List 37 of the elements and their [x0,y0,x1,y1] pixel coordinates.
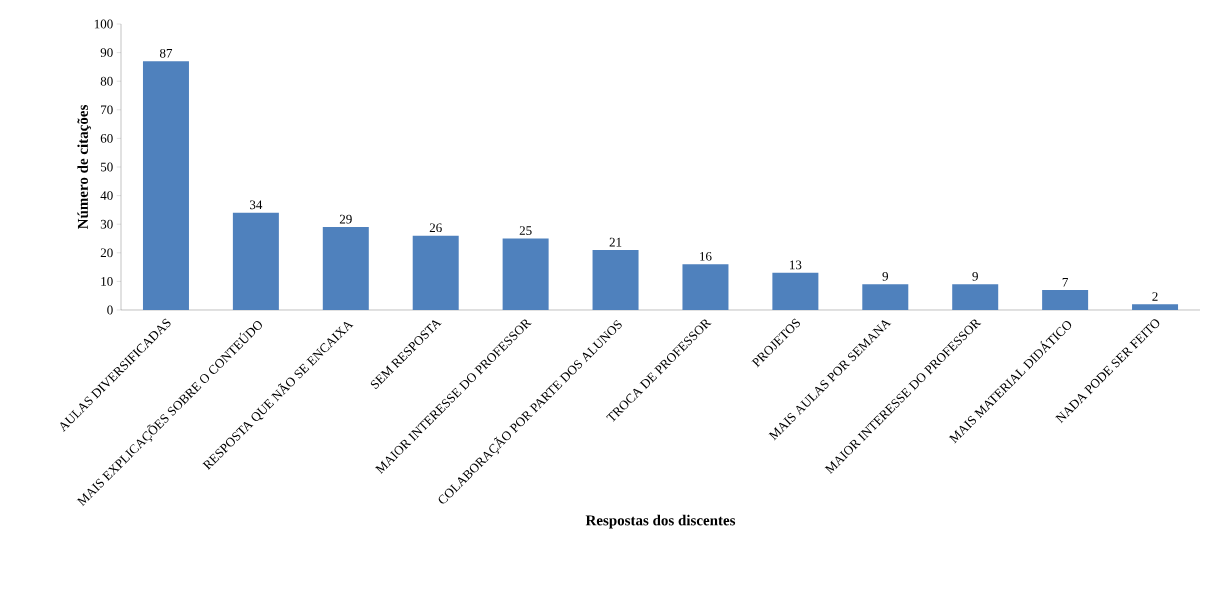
bar [772,272,819,310]
x-axis-title: Respostas dos discentes [585,514,736,529]
bar [952,284,999,310]
y-tick-label: 30 [100,219,113,229]
bar [682,264,729,310]
data-label: 87 [159,48,173,58]
y-axis-title: Número de citações [77,105,91,230]
data-label: 9 [972,272,978,281]
data-label: 26 [429,223,442,233]
bar [502,238,549,310]
data-label: 29 [339,214,352,224]
data-label: 9 [882,272,889,281]
bar [322,227,369,310]
y-tick-label: 20 [100,248,113,258]
bar [862,284,909,310]
y-tick-label: 40 [100,191,113,200]
data-label: 7 [1062,277,1068,287]
data-label: 25 [519,226,532,235]
data-label: 34 [250,200,263,210]
y-tick-label: 10 [101,277,113,286]
bar [142,61,189,310]
data-label: 16 [700,251,712,261]
bar [412,235,459,310]
y-tick-label: 80 [100,76,113,86]
data-label: 21 [609,237,622,247]
data-label: 13 [790,260,802,270]
y-tick-label: 90 [100,48,113,57]
y-tick-label: 60 [100,134,113,143]
y-tick-label: 0 [107,305,113,315]
data-label: 2 [1152,292,1158,301]
bar [592,249,639,310]
y-tick-label: 70 [101,105,113,115]
y-tick-label: 50 [100,162,113,172]
y-tick-label: 100 [94,19,113,29]
bar [1132,304,1179,310]
bar [1042,289,1089,310]
bar [232,212,279,310]
